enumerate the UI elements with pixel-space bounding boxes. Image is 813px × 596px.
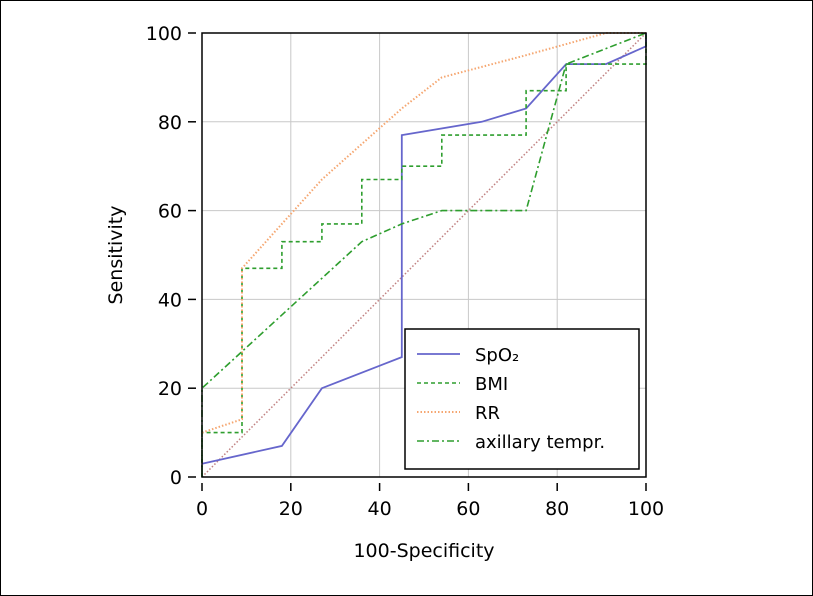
y-axis-title: Sensitivity: [105, 206, 127, 305]
legend: SpO₂ BMI RR axillary tempr.: [404, 328, 640, 470]
y-tick-label-4: 80: [158, 112, 182, 134]
legend-label-3: axillary tempr.: [475, 432, 605, 453]
series-lines: [201, 32, 647, 477]
plot-area-border: [201, 32, 647, 478]
legend-label-1: BMI: [475, 374, 508, 395]
y-tick-label-1: 20: [158, 378, 182, 400]
legend-label-0: SpO₂: [475, 345, 519, 366]
y-tick-label-5: 100: [146, 23, 182, 45]
x-tick-label-5: 100: [628, 498, 664, 520]
legend-label-2: RR: [475, 403, 500, 424]
y-tick-label-2: 40: [158, 289, 182, 311]
x-tick-label-2: 40: [368, 498, 392, 520]
series-line-3: [201, 32, 647, 477]
x-axis-title: 100-Specificity: [353, 540, 494, 562]
x-tick-label-0: 0: [196, 498, 208, 520]
y-tick-label-3: 60: [158, 201, 182, 223]
y-tick-label-0: 0: [170, 467, 182, 489]
series-line-0: [201, 33, 647, 465]
x-tick-label-4: 80: [545, 498, 569, 520]
axis-ticks: 0 20 40 60 80 100 0 20 40 60 80 100: [146, 23, 664, 520]
x-tick-label-3: 60: [456, 498, 480, 520]
legend-box: [404, 328, 640, 470]
x-tick-label-1: 20: [279, 498, 303, 520]
series-line-2: [201, 32, 646, 434]
